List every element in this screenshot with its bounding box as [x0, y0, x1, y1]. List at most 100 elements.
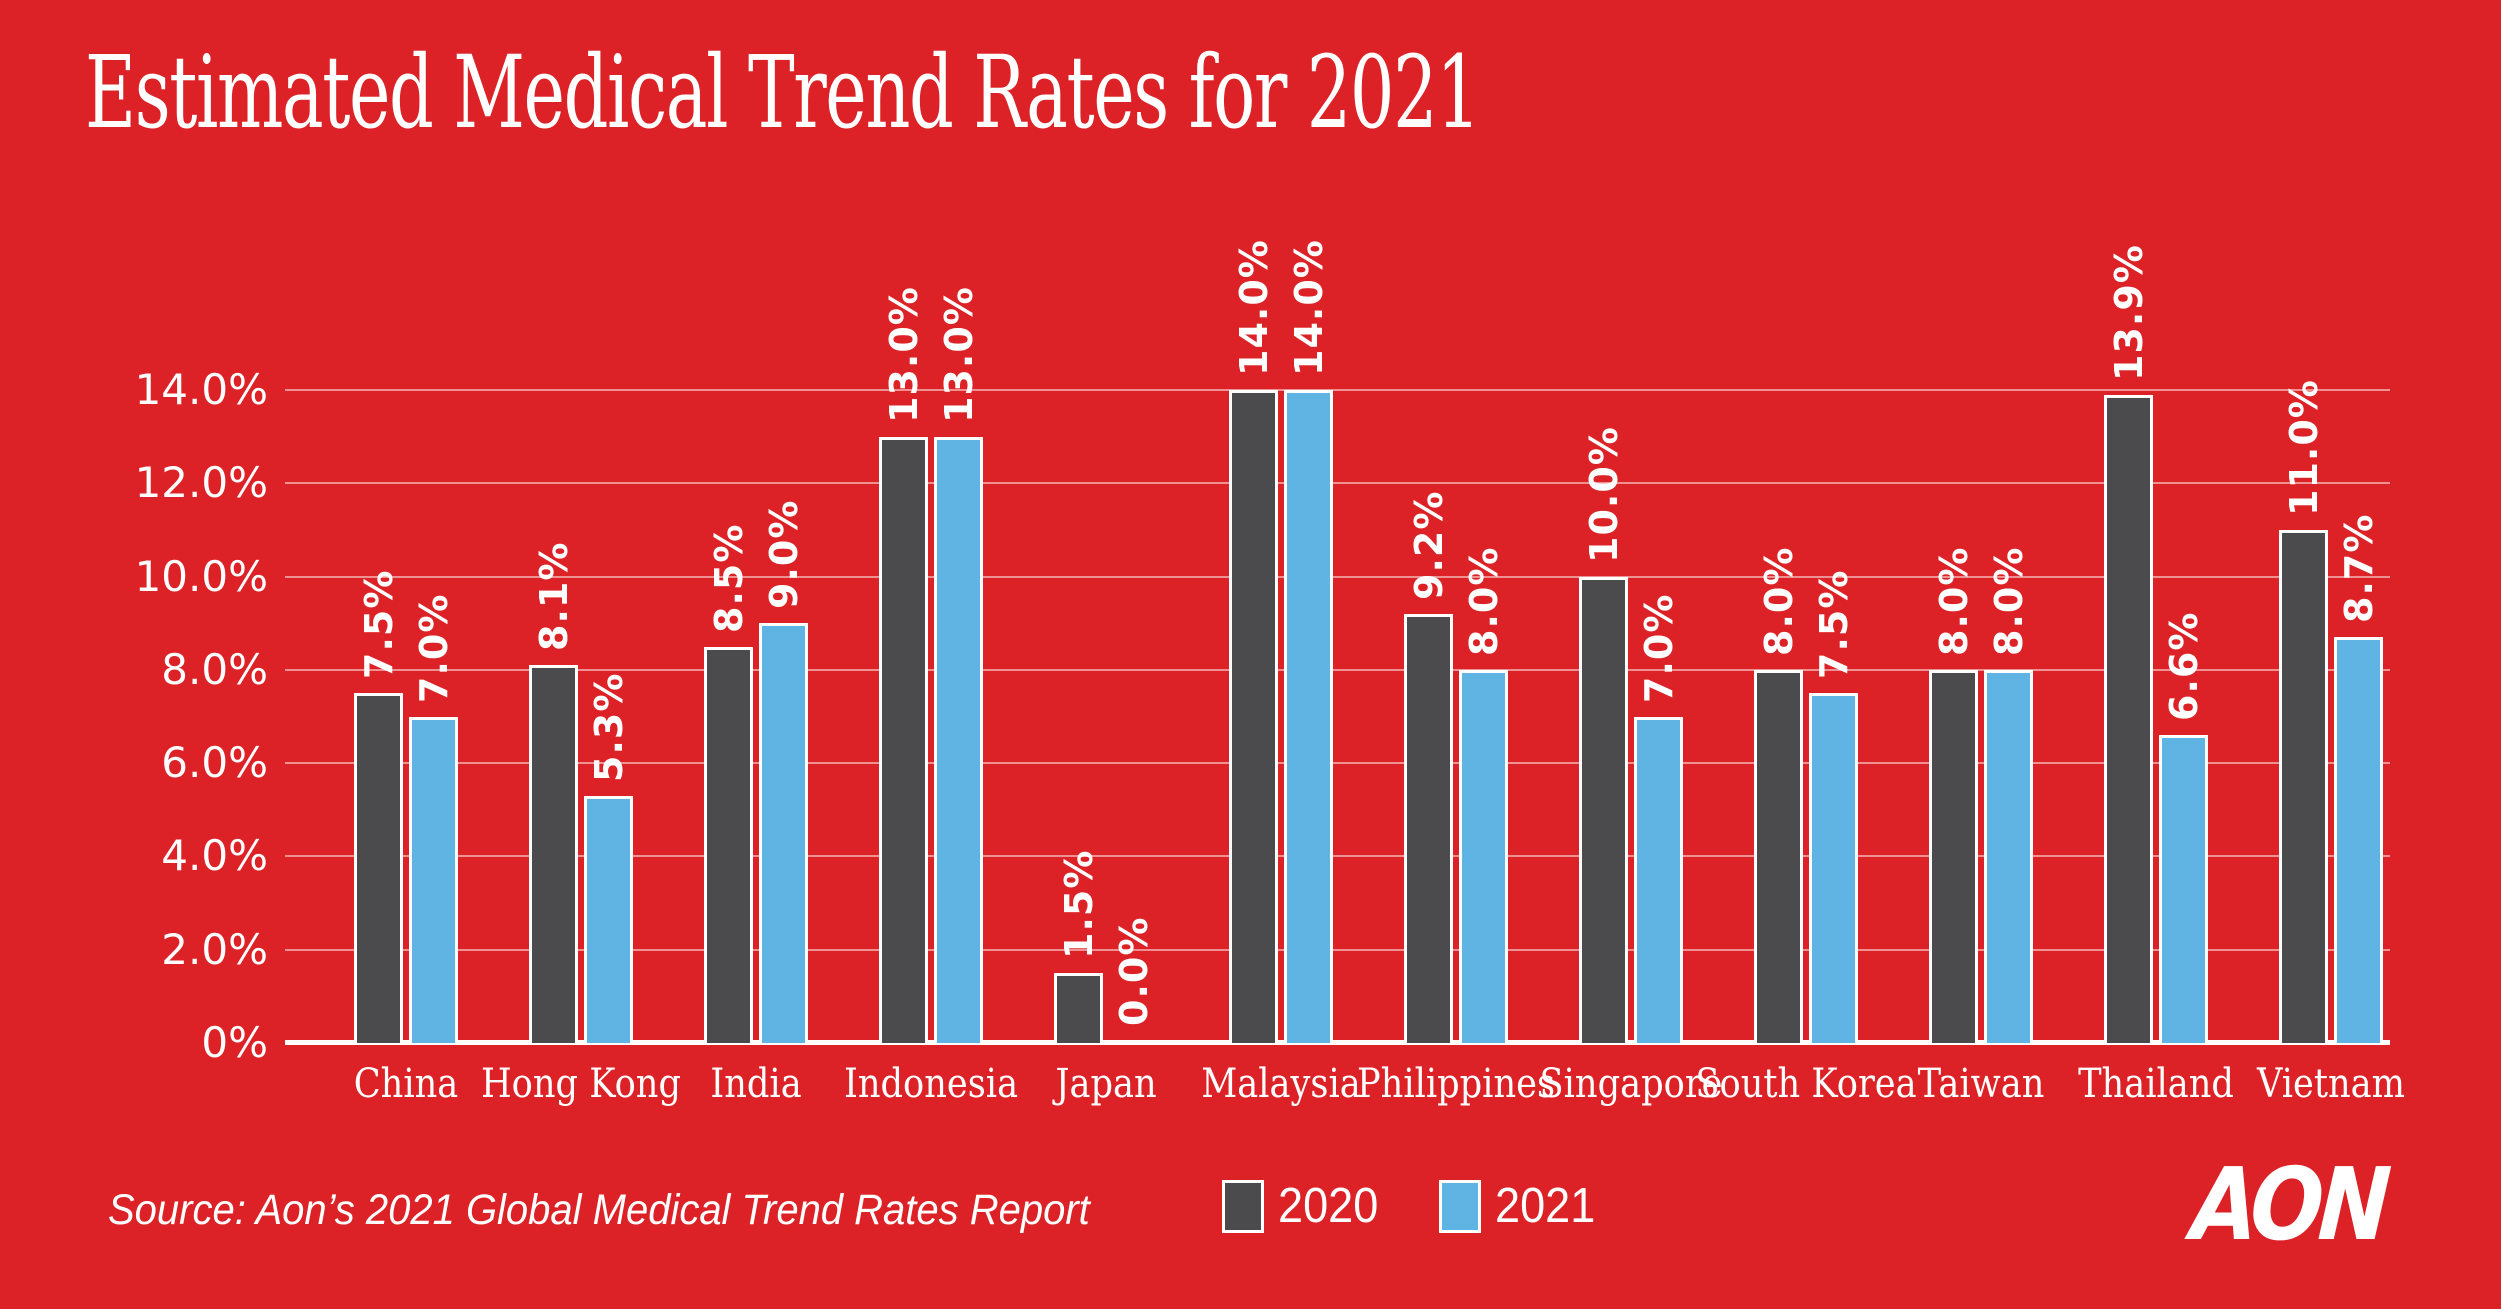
- bar-2020-hong-kong: [529, 665, 578, 1043]
- bar-value-label: 1.5%: [1056, 849, 1101, 960]
- bar-value-label: 9.2%: [1406, 490, 1451, 600]
- bar-2021-japan: [1109, 1040, 1158, 1043]
- bar-group-singapore: 10.0% 7.0% Singapore: [1540, 390, 1723, 1107]
- bar-column-2020-indonesia: 13.0%: [879, 286, 928, 1043]
- bar-value-label: 13.9%: [2106, 243, 2151, 381]
- bar-2020-china: [354, 693, 403, 1043]
- bar-value-label: 7.5%: [1811, 569, 1856, 680]
- bar-value-label: 8.0%: [1756, 546, 1801, 656]
- bar-column-2021-malaysia: 14.0%: [1284, 239, 1333, 1043]
- bar-2020-thailand: [2104, 394, 2153, 1043]
- gridline: [285, 762, 2390, 765]
- category-label-indonesia: Indonesia: [843, 1061, 1019, 1107]
- bar-column-2020-malaysia: 14.0%: [1229, 239, 1278, 1043]
- bar-group-philippines: 9.2% 8.0% Philippines: [1357, 390, 1555, 1108]
- bar-group-hong-kong: 8.1% 5.3% Hong Kong: [481, 390, 681, 1107]
- legend-item-2021: 2021: [1439, 1178, 1604, 1234]
- category-label-hong-kong: Hong Kong: [480, 1061, 682, 1107]
- y-tick-label: 12.0%: [134, 458, 268, 508]
- category-label-thailand: Thailand: [2078, 1061, 2234, 1107]
- bar-group-indonesia: 13.0% 13.0% Indonesia: [844, 286, 1018, 1107]
- bar-2021-singapore: [1634, 716, 1683, 1043]
- bar-2021-taiwan: [1984, 669, 2033, 1043]
- category-label-south-korea: South Korea: [1695, 1061, 1917, 1107]
- gridline: [285, 855, 2390, 858]
- bar-column-2020-taiwan: 8.0%: [1929, 390, 1978, 1043]
- plot-area: 7.5% 7.0% China 8.1% 5.3% Hong Kong 8.5% 9.0% In…: [285, 239, 2405, 1108]
- bar-2021-thailand: [2159, 735, 2208, 1043]
- bar-column-2021-japan: 0.0%: [1109, 390, 1158, 1043]
- category-label-philippines: Philippines: [1356, 1061, 1556, 1107]
- bar-column-2020-india: 8.5%: [704, 390, 753, 1043]
- x-axis-line: [285, 1040, 2390, 1045]
- bar-group-thailand: 13.9% 6.6% Thailand: [2078, 244, 2234, 1107]
- gridline: [285, 389, 2390, 391]
- bar-value-label: 8.0%: [1931, 546, 1976, 656]
- bar-column-2020-china: 7.5%: [354, 390, 403, 1043]
- bar-value-label: 14.0%: [1286, 239, 1331, 376]
- bar-group-india: 8.5% 9.0% India: [704, 390, 808, 1107]
- bar-2021-philippines: [1459, 669, 1508, 1043]
- bar-column-2021-india: 9.0%: [759, 390, 808, 1043]
- bar-value-label: 5.3%: [586, 672, 631, 782]
- bar-value-label: 7.0%: [1636, 593, 1681, 703]
- gridline: [285, 948, 2390, 951]
- category-label-japan: Japan: [1055, 1061, 1157, 1107]
- bar-2020-japan: [1054, 973, 1103, 1043]
- bar-2021-hong-kong: [584, 795, 633, 1043]
- bar-2020-malaysia: [1229, 390, 1278, 1043]
- bar-2021-india: [759, 623, 808, 1043]
- bar-column-2020-singapore: 10.0%: [1579, 390, 1628, 1043]
- bar-2021-south-korea: [1809, 693, 1858, 1043]
- bar-2020-philippines: [1404, 613, 1453, 1043]
- bar-2020-taiwan: [1929, 669, 1978, 1043]
- bar-group-south-korea: 8.0% 7.5% South Korea: [1695, 390, 1916, 1107]
- bar-column-2020-vietnam: 11.0%: [2279, 379, 2328, 1043]
- chart-title: Estimated Medical Trend Rates for 2021: [85, 34, 1481, 151]
- bar-2020-south-korea: [1754, 669, 1803, 1043]
- category-label-taiwan: Taiwan: [1917, 1061, 2045, 1107]
- bar-column-2021-singapore: 7.0%: [1634, 390, 1683, 1043]
- bar-column-2021-vietnam: 8.7%: [2334, 390, 2383, 1043]
- y-tick-label: 4.0%: [161, 831, 268, 881]
- bar-2020-indonesia: [879, 436, 928, 1043]
- bar-value-label: 14.0%: [1231, 239, 1276, 376]
- bar-2020-vietnam: [2279, 529, 2328, 1043]
- source-text: Source: Aon’s 2021 Global Medical Trend …: [108, 1186, 1090, 1234]
- bar-column-2021-china: 7.0%: [409, 390, 458, 1043]
- bar-2021-indonesia: [934, 436, 983, 1043]
- bar-value-label: 8.7%: [2336, 513, 2381, 624]
- legend-item-2020: 2020: [1222, 1178, 1387, 1234]
- bar-column-2020-south-korea: 8.0%: [1754, 390, 1803, 1043]
- bar-column-2021-hong-kong: 5.3%: [584, 390, 633, 1043]
- gridline: [285, 575, 2390, 578]
- bar-group-taiwan: 8.0% 8.0% Taiwan: [1918, 390, 2045, 1107]
- bar-column-2020-thailand: 13.9%: [2104, 244, 2153, 1043]
- bar-column-2021-south-korea: 7.5%: [1809, 390, 1858, 1043]
- legend-label-2021: 2021: [1495, 1179, 1596, 1233]
- bar-2020-india: [704, 646, 753, 1043]
- bar-column-2021-thailand: 6.6%: [2159, 390, 2208, 1043]
- y-tick-label: 14.0%: [134, 365, 268, 414]
- bar-group-china: 7.5% 7.0% China: [354, 390, 459, 1107]
- legend: 2020 2021: [1222, 1178, 1604, 1234]
- bar-value-label: 13.0%: [881, 285, 926, 423]
- bar-group-japan: 1.5% 0.0% Japan: [1054, 390, 1158, 1107]
- bar-value-label: 8.0%: [1461, 546, 1506, 656]
- y-tick-label: 2.0%: [161, 924, 268, 974]
- bar-value-label: 8.0%: [1986, 546, 2031, 656]
- bar-column-2021-taiwan: 8.0%: [1984, 390, 2033, 1043]
- y-tick-label: 6.0%: [161, 738, 268, 788]
- category-label-india: India: [710, 1061, 802, 1107]
- legend-swatch-2020: [1222, 1179, 1264, 1233]
- y-tick-label: 8.0%: [161, 644, 268, 694]
- bar-column-2021-philippines: 8.0%: [1459, 390, 1508, 1043]
- bar-column-2020-hong-kong: 8.1%: [529, 390, 578, 1043]
- bar-2021-china: [409, 716, 458, 1043]
- bar-2021-malaysia: [1284, 390, 1333, 1043]
- category-label-vietnam: Vietnam: [2256, 1061, 2406, 1107]
- category-label-china: China: [353, 1061, 459, 1107]
- bar-group-vietnam: 11.0% 8.7% Vietnam: [2257, 379, 2405, 1107]
- bar-value-label: 11.0%: [2281, 379, 2326, 516]
